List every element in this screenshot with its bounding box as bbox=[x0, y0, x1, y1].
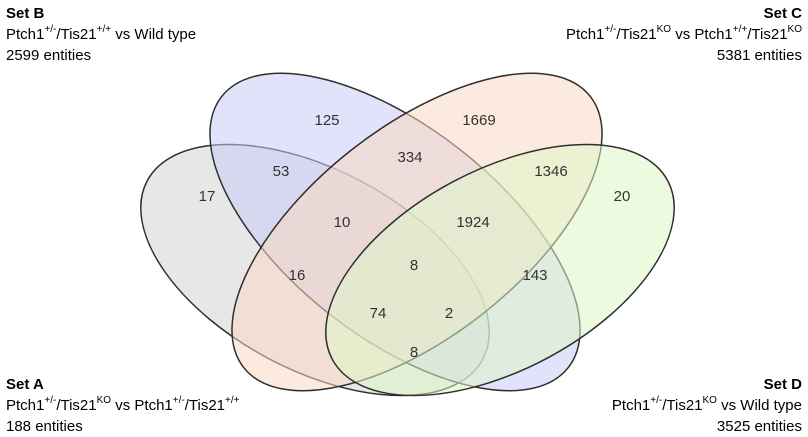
count-d-only: 20 bbox=[614, 188, 631, 205]
count-abc: 10 bbox=[334, 214, 351, 231]
count-abcd: 8 bbox=[410, 257, 418, 274]
count-bd: 143 bbox=[522, 267, 547, 284]
count-a-only: 17 bbox=[199, 188, 216, 205]
count-abd: 2 bbox=[445, 305, 453, 322]
set-b-name: Ptch1+/-/Tis21+/+ vs Wild type bbox=[6, 24, 197, 44]
count-b-only: 125 bbox=[314, 112, 339, 129]
count-bc: 334 bbox=[397, 149, 422, 166]
set-c-label: Set C Ptch1+/-/Tis21KO vs Ptch1+/+/Tis21… bbox=[566, 3, 802, 66]
set-b-title: Set B bbox=[6, 5, 45, 22]
set-c-title: Set C bbox=[763, 5, 802, 22]
set-d-entities: 3525 entities bbox=[716, 418, 802, 435]
count-acd: 74 bbox=[370, 305, 387, 322]
count-cd: 1346 bbox=[534, 163, 567, 180]
set-c-entities: 5381 entities bbox=[716, 47, 802, 64]
set-c-name: Ptch1+/-/Tis21KO vs Ptch1+/+/Tis21KO bbox=[566, 24, 802, 44]
set-b-label: Set B Ptch1+/-/Tis21+/+ vs Wild type 259… bbox=[6, 3, 196, 66]
count-bcd: 1924 bbox=[456, 214, 489, 231]
set-a-entities: 188 entities bbox=[6, 418, 83, 435]
set-a-title: Set A bbox=[6, 376, 44, 393]
count-ac: 16 bbox=[289, 267, 306, 284]
count-ab: 53 bbox=[273, 163, 290, 180]
set-d-title: Set D bbox=[763, 376, 802, 393]
count-ad: 8 bbox=[410, 344, 418, 361]
set-a-label: Set A Ptch1+/-/Tis21KO vs Ptch1+/-/Tis21… bbox=[6, 374, 239, 437]
set-d-ellipse bbox=[325, 143, 675, 397]
set-d-name: Ptch1+/-/Tis21KO vs Wild type bbox=[611, 395, 802, 415]
set-a-name: Ptch1+/-/Tis21KO vs Ptch1+/-/Tis21+/+ bbox=[6, 395, 240, 415]
set-d-label: Set D Ptch1+/-/Tis21KO vs Wild type 3525… bbox=[612, 374, 802, 437]
set-b-entities: 2599 entities bbox=[6, 47, 92, 64]
count-c-only: 1669 bbox=[462, 112, 495, 129]
